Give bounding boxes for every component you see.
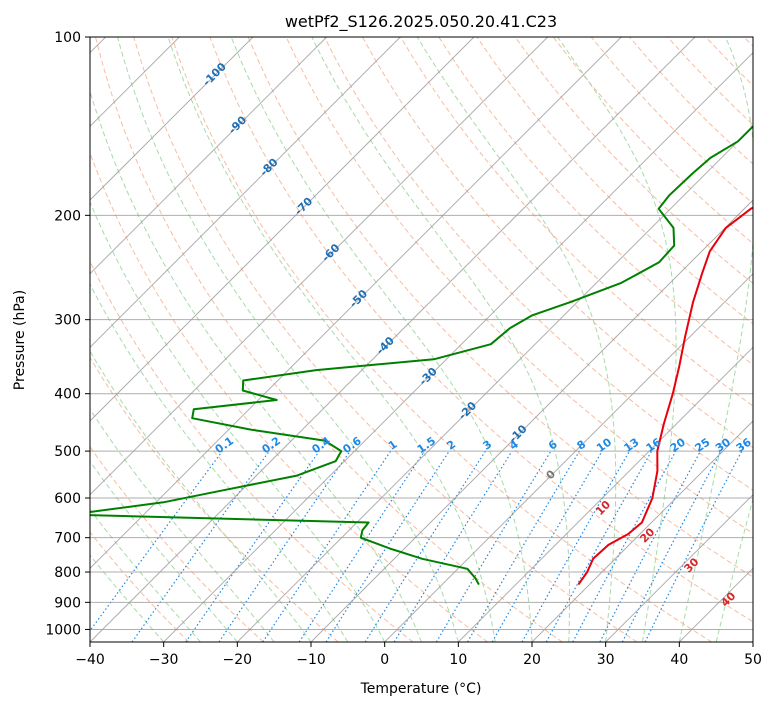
chart-title: wetPf2_S126.2025.050.20.41.C23 xyxy=(285,12,557,32)
y-tick-label: 500 xyxy=(54,444,81,460)
x-tick-label: 20 xyxy=(523,652,541,668)
y-tick-label: 800 xyxy=(54,565,81,581)
x-tick-label: 0 xyxy=(380,652,389,668)
y-tick-label: 400 xyxy=(54,387,81,403)
y-tick-label: 600 xyxy=(54,491,81,507)
y-tick-label: 900 xyxy=(54,595,81,611)
x-tick-label: −20 xyxy=(223,652,253,668)
y-tick-label: 1000 xyxy=(45,622,81,638)
y-tick-label: 300 xyxy=(54,313,81,329)
y-tick-label: 200 xyxy=(54,208,81,224)
x-tick-label: −40 xyxy=(75,652,105,668)
x-tick-label: 30 xyxy=(597,652,615,668)
x-tick-label: −10 xyxy=(296,652,326,668)
y-axis-label: Pressure (hPa) xyxy=(12,290,28,390)
x-tick-label: 40 xyxy=(670,652,688,668)
x-axis-label: Temperature (°C) xyxy=(360,681,482,697)
y-tick-label: 100 xyxy=(54,30,81,46)
x-tick-label: 10 xyxy=(449,652,467,668)
x-tick-label: −30 xyxy=(149,652,179,668)
x-tick-label: 50 xyxy=(744,652,762,668)
y-tick-label: 700 xyxy=(54,531,81,547)
